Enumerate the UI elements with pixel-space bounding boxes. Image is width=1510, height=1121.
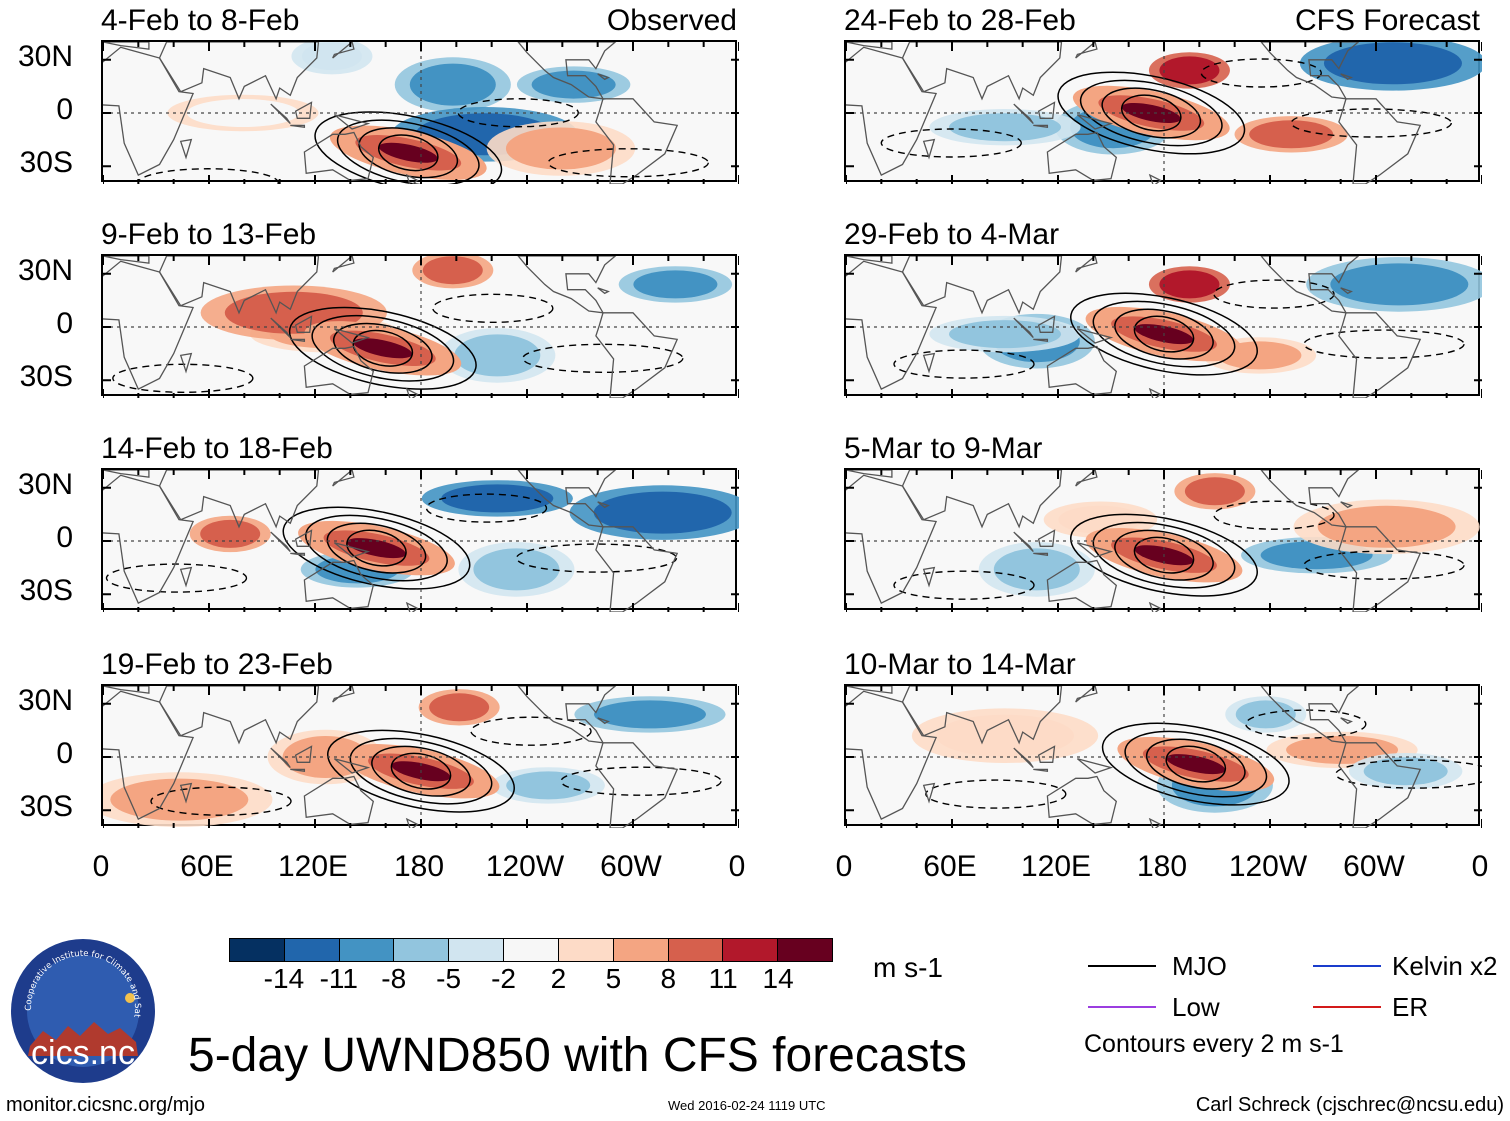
colorbar-swatch: [612, 939, 668, 961]
panel-date-range: 19-Feb to 23-Feb: [101, 648, 333, 681]
colorbar-swatch: [448, 939, 504, 961]
anomaly-map-panel: [844, 468, 1482, 612]
latitude-label: 0: [56, 737, 73, 770]
longitude-label: 0: [1471, 850, 1489, 883]
map-plot: [846, 470, 1482, 612]
latitude-label: 0: [56, 521, 73, 554]
map-plot: [846, 256, 1482, 398]
colorbar-tick-label: 14: [762, 963, 794, 994]
legend-low-line: [1088, 1006, 1156, 1008]
colorbar-tick-label: 2: [550, 963, 567, 994]
map-plot: [103, 470, 739, 612]
map-plot: [846, 686, 1482, 828]
latitude-label: 30N: [17, 683, 73, 717]
footer-timestamp: Wed 2016-02-24 1119 UTC: [668, 1098, 826, 1113]
cics-logo: Cooperative Institute for Climate and Sa…: [5, 929, 158, 1086]
longitude-label: 120W: [485, 850, 565, 883]
colorbar-tick-label: -14: [263, 963, 305, 994]
colorbar-tick-label: 11: [708, 963, 738, 994]
longitude-label: 60W: [1343, 850, 1405, 883]
colorbar-swatch: [338, 939, 394, 961]
panel-date-range: 4-Feb to 8-Feb: [101, 4, 300, 37]
map-plot: [103, 42, 739, 184]
logo-text: cics.nc: [31, 1034, 135, 1072]
colorbar-tick-label: 5: [605, 963, 622, 994]
legend-low-label: Low: [1172, 992, 1220, 1022]
latitude-label: 30S: [19, 574, 73, 608]
panel-date-range: 29-Feb to 4-Mar: [844, 218, 1060, 251]
colorbar-tick-label: -8: [381, 963, 407, 994]
latitude-label: 30N: [17, 253, 73, 287]
colorbar-units: m s-1: [873, 952, 943, 983]
latitude-label: 30S: [19, 146, 73, 180]
longitude-label: 120E: [277, 850, 349, 883]
footer-url[interactable]: monitor.cicsnc.org/mjo: [6, 1094, 205, 1116]
colorbar-tick-label: -2: [491, 963, 516, 994]
anomaly-map-panel: [101, 254, 739, 398]
panel-source-tag: Observed: [606, 4, 737, 37]
map-plot: [103, 686, 739, 828]
colorbar-swatch: [777, 939, 832, 961]
longitude-label: 60E: [923, 850, 977, 883]
panel-source-tag: CFS Forecast: [1294, 4, 1480, 37]
longitude-label: 180: [1136, 850, 1188, 883]
panel-date-range: 14-Feb to 18-Feb: [101, 432, 333, 465]
colorbar-swatch: [722, 939, 778, 961]
colorbar-swatch: [230, 939, 284, 961]
legend-er-label: ER: [1392, 992, 1429, 1022]
contour-interval-note: Contours every 2 m s-1: [1084, 1030, 1344, 1058]
panel-date-range: 9-Feb to 13-Feb: [101, 218, 317, 251]
colorbar-tick-label: -5: [436, 963, 462, 994]
anomaly-map-panel: [101, 468, 739, 612]
longitude-label: 0: [728, 850, 746, 883]
colorbar-swatch: [667, 939, 723, 961]
longitude-label: 0: [92, 850, 110, 883]
panel-date-range: 5-Mar to 9-Mar: [844, 432, 1043, 465]
latitude-label: 30S: [19, 360, 73, 394]
colorbar-tick-label: 8: [660, 963, 677, 994]
longitude-label: 180: [393, 850, 445, 883]
latitude-label: 0: [56, 307, 73, 340]
latitude-label: 0: [56, 93, 73, 126]
anomaly-map-panel: [844, 684, 1482, 828]
anomaly-map-panel: [101, 40, 739, 184]
latitude-label: 30S: [19, 790, 73, 824]
longitude-label: 60E: [180, 850, 234, 883]
colorbar-swatch: [557, 939, 613, 961]
main-title: 5-day UWND850 with CFS forecasts: [188, 1029, 967, 1082]
longitude-label: 120E: [1020, 850, 1092, 883]
anomaly-map-panel: [101, 684, 739, 828]
colorbar: [229, 938, 833, 962]
panel-date-range: 10-Mar to 14-Mar: [844, 648, 1076, 681]
longitude-label: 0: [835, 850, 853, 883]
colorbar-swatch: [503, 939, 558, 961]
colorbar-tick-label: -11: [319, 963, 358, 994]
legend-mjo-label: MJO: [1172, 951, 1227, 981]
legend-kelvin-line: [1313, 965, 1381, 967]
map-plot: [846, 42, 1482, 184]
legend-mjo-line: [1088, 965, 1156, 967]
legend-er-line: [1313, 1006, 1381, 1008]
longitude-label: 60W: [600, 850, 662, 883]
longitude-label: 120W: [1228, 850, 1308, 883]
legend-kelvin-label: Kelvin x2: [1392, 951, 1498, 981]
latitude-label: 30N: [17, 467, 73, 501]
colorbar-swatch: [283, 939, 339, 961]
panel-date-range: 24-Feb to 28-Feb: [844, 4, 1076, 37]
footer-author[interactable]: Carl Schreck (cjschrec@ncsu.edu): [1195, 1094, 1504, 1116]
anomaly-map-panel: [844, 40, 1482, 184]
colorbar-swatch: [393, 939, 449, 961]
latitude-label: 30N: [17, 39, 73, 73]
anomaly-map-panel: [844, 254, 1482, 398]
map-plot: [103, 256, 739, 398]
